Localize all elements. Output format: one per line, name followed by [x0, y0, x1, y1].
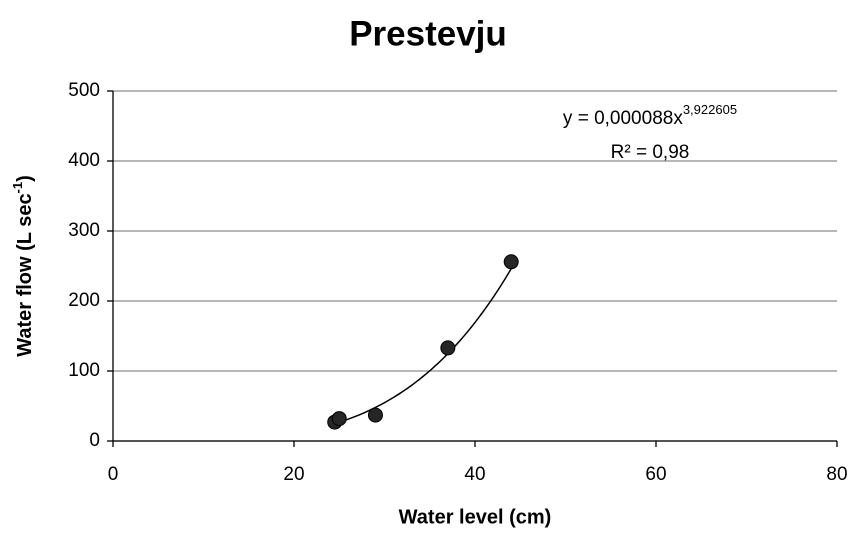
point [503, 254, 519, 270]
trend-equation-text: y = 0,000088x [563, 108, 683, 129]
x-tick-label: 20 [283, 464, 304, 485]
trend-equation: y = 0,000088x3,922605 [563, 102, 737, 129]
y-tick-label: 100 [68, 360, 100, 381]
point [367, 407, 383, 423]
trendline [334, 268, 512, 425]
y-axis-label-sup: -1 [10, 182, 25, 194]
y-tick-label: 200 [68, 290, 100, 311]
point [440, 340, 456, 356]
y-axis-label-text: Water flow (L sec [14, 193, 36, 356]
chart-title: Prestevju [349, 14, 507, 53]
trend-r2: R² = 0,98 [611, 142, 690, 163]
y-tick-label: 0 [89, 430, 100, 451]
trend-exponent: 3,922605 [683, 102, 737, 117]
x-axis-label: Water level (cm) [399, 506, 552, 528]
y-axis-label: Water flow (L sec-1) [10, 175, 36, 357]
y-tick-label: 500 [68, 80, 100, 101]
y-axis-label-end: ) [14, 175, 36, 182]
y-tick-label: 300 [68, 220, 100, 241]
y-tick-label: 400 [68, 150, 100, 171]
x-tick-label: 80 [826, 464, 847, 485]
x-tick-label: 60 [645, 464, 666, 485]
point [331, 411, 347, 427]
x-tick-label: 40 [464, 464, 485, 485]
x-tick-label: 0 [108, 464, 119, 485]
